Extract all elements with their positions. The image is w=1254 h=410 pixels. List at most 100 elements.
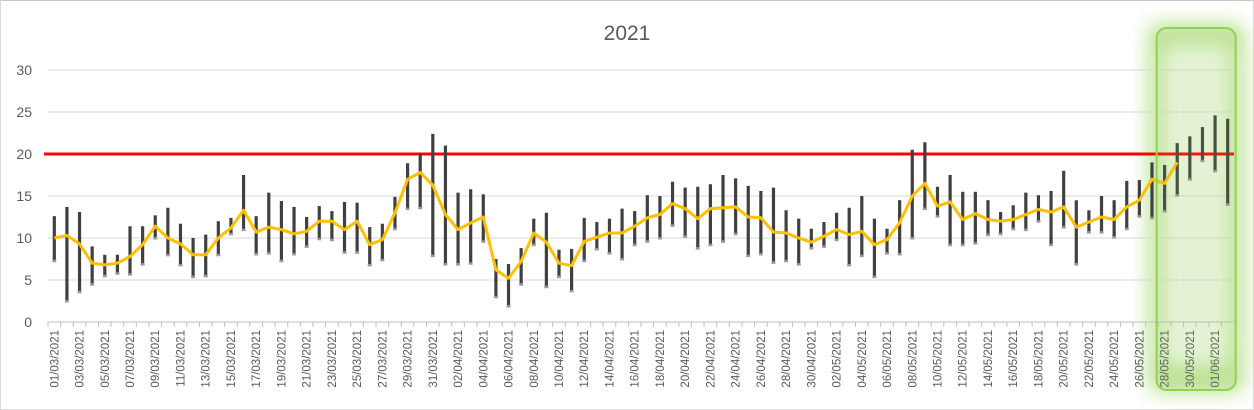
low-marker	[493, 295, 498, 299]
low-marker	[241, 228, 246, 232]
low-marker	[506, 305, 511, 308]
x-tick-label: 15/03/2021	[226, 330, 238, 388]
x-tick-label: 28/04/2021	[781, 330, 793, 388]
low-marker	[746, 254, 751, 258]
low-marker	[809, 247, 814, 250]
x-tick-label: 27/03/2021	[377, 330, 389, 388]
y-tick-label: 10	[16, 230, 32, 246]
x-tick-label: 20/04/2021	[680, 330, 692, 388]
low-marker	[620, 258, 625, 261]
low-marker	[254, 252, 259, 256]
y-tick-label: 0	[24, 314, 32, 330]
x-tick-label: 14/04/2021	[604, 330, 616, 388]
low-marker	[1036, 220, 1041, 223]
x-tick-label: 06/05/2021	[882, 330, 894, 388]
highlight-box	[1155, 27, 1237, 391]
low-marker	[77, 290, 82, 294]
x-tick-label: 18/04/2021	[655, 330, 667, 388]
low-marker	[897, 252, 902, 256]
x-tick-label: 30/04/2021	[806, 330, 818, 388]
low-marker	[758, 252, 763, 256]
low-marker	[380, 258, 385, 262]
low-marker	[872, 275, 877, 279]
low-marker	[178, 263, 183, 267]
x-tick-label: 24/05/2021	[1109, 330, 1121, 388]
low-marker	[468, 262, 473, 265]
low-marker	[191, 275, 196, 279]
x-tick-label: 04/05/2021	[857, 330, 869, 388]
low-marker	[203, 274, 208, 278]
x-tick-label: 01/03/2021	[49, 330, 61, 388]
low-marker	[1124, 227, 1129, 231]
low-marker	[1112, 236, 1117, 239]
x-tick-label: 11/03/2021	[175, 330, 187, 387]
x-tick-label: 03/03/2021	[75, 330, 87, 388]
low-marker	[607, 252, 612, 255]
x-tick-label: 09/03/2021	[150, 330, 162, 388]
low-marker	[834, 238, 839, 242]
low-marker	[292, 252, 297, 256]
x-tick-label: 02/04/2021	[453, 330, 465, 388]
x-tick-label: 21/03/2021	[302, 330, 314, 388]
x-tick-label: 31/03/2021	[428, 330, 440, 388]
x-tick-label: 24/04/2021	[731, 330, 743, 388]
average-line	[54, 161, 1179, 280]
low-marker	[153, 237, 158, 240]
x-tick-label: 16/04/2021	[630, 330, 642, 388]
low-marker	[569, 289, 574, 293]
x-tick-label: 23/03/2021	[327, 330, 339, 388]
highlight-inner	[1162, 45, 1230, 365]
low-marker	[317, 237, 322, 241]
low-marker	[128, 273, 133, 276]
low-marker	[1175, 194, 1180, 197]
low-marker	[405, 207, 410, 211]
x-tick-label: 08/04/2021	[529, 330, 541, 388]
low-marker	[645, 240, 650, 243]
low-marker	[683, 235, 688, 238]
x-tick-label: 25/03/2021	[352, 330, 364, 388]
y-tick-label: 25	[16, 104, 32, 120]
x-tick-label: 07/03/2021	[125, 330, 137, 388]
low-marker	[948, 243, 953, 247]
low-marker	[594, 247, 599, 251]
low-marker	[910, 237, 915, 240]
low-marker	[102, 274, 107, 278]
low-marker	[1011, 227, 1016, 231]
x-tick-label: 04/04/2021	[478, 330, 490, 388]
low-marker	[544, 285, 549, 289]
x-tick-label: 06/04/2021	[504, 330, 516, 388]
low-marker	[582, 259, 587, 263]
low-marker	[796, 263, 801, 266]
low-marker	[279, 259, 284, 263]
y-tick-label: 15	[16, 188, 32, 204]
low-marker	[430, 254, 435, 258]
low-marker	[367, 263, 372, 267]
low-marker	[418, 206, 423, 210]
low-marker	[443, 263, 448, 266]
low-marker	[1200, 159, 1205, 163]
low-marker	[670, 224, 675, 227]
low-marker	[531, 243, 536, 247]
low-marker	[859, 254, 864, 258]
low-marker	[52, 259, 57, 263]
low-marker	[657, 237, 662, 240]
x-tick-label: 05/03/2021	[100, 330, 112, 388]
x-tick-label: 02/05/2021	[832, 330, 844, 388]
low-marker	[556, 275, 561, 279]
low-marker	[64, 300, 69, 303]
low-marker	[1187, 178, 1192, 181]
x-tick-label: 10/04/2021	[554, 330, 566, 388]
x-tick-label: 30/05/2021	[1185, 330, 1197, 388]
low-marker	[342, 251, 347, 254]
x-tick-label: 10/05/2021	[933, 330, 945, 388]
low-marker	[1074, 263, 1079, 266]
low-marker	[140, 263, 145, 266]
low-marker	[784, 259, 789, 263]
x-tick-label: 28/05/2021	[1160, 330, 1172, 388]
low-marker	[695, 247, 700, 250]
chart-title: 2021	[604, 22, 651, 45]
x-tick-label: 16/05/2021	[1008, 330, 1020, 388]
low-marker	[935, 215, 940, 218]
low-marker	[115, 272, 120, 275]
